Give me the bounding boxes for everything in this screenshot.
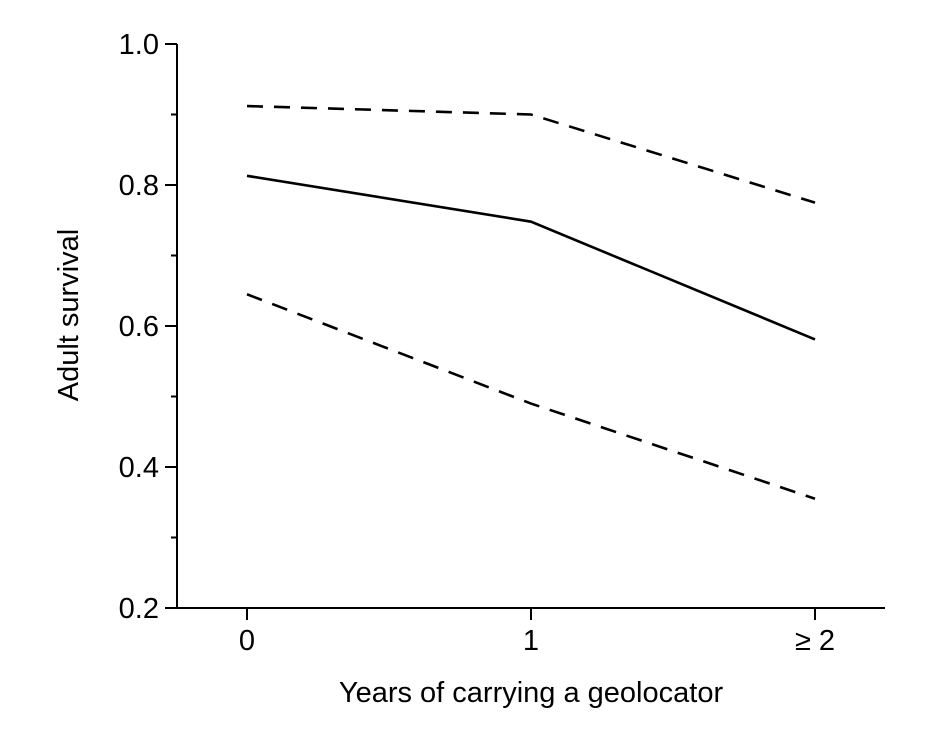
series-layer [246,104,816,500]
x-ticks: 0 1 ≥ 2 [239,608,835,657]
y-tick-label: 0.2 [119,593,159,625]
lower-line [246,293,816,500]
y-ticks: 0.2 0.4 0.6 0.8 1.0 [119,29,177,625]
y-axis-title: Adult survival [53,229,85,401]
upper-line [246,104,816,204]
x-tick-label: 1 [523,625,539,657]
y-tick-label: 1.0 [119,29,159,61]
x-tick-label: 0 [239,625,255,657]
x-axis-title: Years of carrying a geolocator [339,677,724,709]
axes: 0.2 0.4 0.6 0.8 1.0 0 1 ≥ 2 [119,29,885,657]
y-tick-label: 0.6 [119,311,159,343]
x-tick-label: ≥ 2 [795,625,835,657]
y-tick-label: 0.8 [119,170,159,202]
y-tick-label: 0.4 [119,452,159,484]
estimate-line [246,174,816,341]
